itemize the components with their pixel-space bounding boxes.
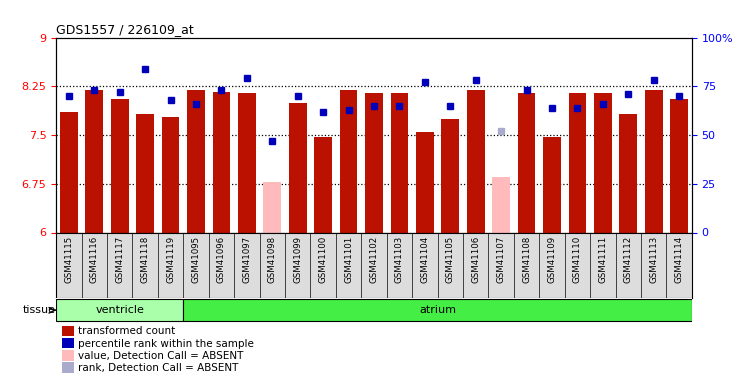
Text: tissue: tissue [22,305,55,315]
Bar [441,119,459,232]
Bar [416,132,434,232]
Text: GSM41107: GSM41107 [497,236,506,283]
Bar [594,93,612,232]
Bar [263,182,281,232]
Text: GSM41104: GSM41104 [420,236,429,283]
Text: GSM41106: GSM41106 [471,236,480,283]
Text: GSM41112: GSM41112 [624,236,633,283]
Text: GSM41097: GSM41097 [242,236,251,283]
Text: GSM41095: GSM41095 [191,236,200,283]
Bar [340,90,358,232]
Bar [238,93,256,232]
Text: ventricle: ventricle [95,305,144,315]
Text: GDS1557 / 226109_at: GDS1557 / 226109_at [56,23,194,36]
Bar [62,350,74,361]
Text: percentile rank within the sample: percentile rank within the sample [79,339,254,348]
Text: GSM41111: GSM41111 [598,236,607,283]
Bar [162,117,180,232]
Bar [518,93,536,232]
Text: GSM41108: GSM41108 [522,236,531,283]
Bar [62,338,74,348]
Bar [56,299,183,321]
Text: GSM41117: GSM41117 [115,236,124,283]
Text: GSM41101: GSM41101 [344,236,353,283]
Bar [183,299,692,321]
Text: GSM41115: GSM41115 [64,236,73,283]
Text: GSM41103: GSM41103 [395,236,404,283]
Bar [111,99,129,232]
Text: GSM41109: GSM41109 [548,236,557,283]
Text: GSM41099: GSM41099 [293,236,302,283]
Text: GSM41113: GSM41113 [649,236,658,283]
Text: GSM41098: GSM41098 [268,236,277,283]
Text: GSM41102: GSM41102 [370,236,378,283]
Bar [492,177,510,232]
Bar [365,93,383,232]
Bar [289,102,307,232]
Bar [467,90,485,232]
Bar [543,137,561,232]
Bar [568,93,586,232]
Text: GSM41114: GSM41114 [675,236,684,283]
Text: GSM41096: GSM41096 [217,236,226,283]
Bar [85,90,103,232]
Bar [62,326,74,336]
Bar [212,92,230,232]
Text: GSM41119: GSM41119 [166,236,175,283]
Bar [136,114,154,232]
Text: rank, Detection Call = ABSENT: rank, Detection Call = ABSENT [79,363,239,373]
Bar [60,112,78,232]
Bar [314,137,332,232]
Text: GSM41110: GSM41110 [573,236,582,283]
Text: GSM41105: GSM41105 [446,236,455,283]
Bar [619,114,637,232]
Bar [187,90,205,232]
Text: GSM41116: GSM41116 [90,236,99,283]
Bar [645,90,663,232]
Bar [670,99,688,232]
Bar [390,93,408,232]
Text: GSM41100: GSM41100 [319,236,328,283]
Text: GSM41118: GSM41118 [141,236,150,283]
Text: atrium: atrium [419,305,456,315]
Bar [62,362,74,373]
Text: value, Detection Call = ABSENT: value, Detection Call = ABSENT [79,351,244,361]
Text: transformed count: transformed count [79,326,176,336]
